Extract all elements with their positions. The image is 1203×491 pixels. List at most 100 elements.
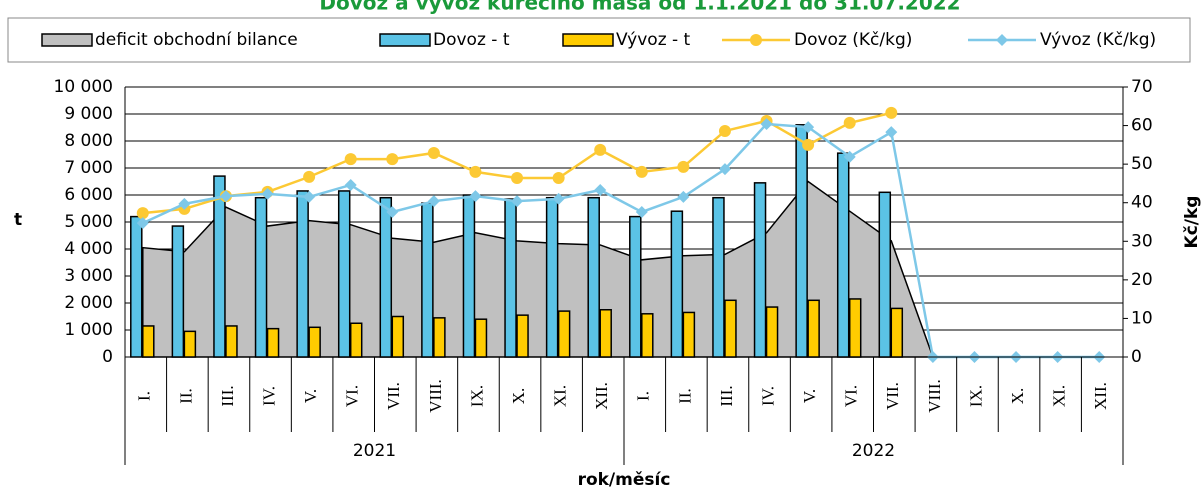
marker — [885, 126, 898, 139]
marker — [386, 205, 399, 218]
y-tick-label: 7 000 — [64, 158, 113, 178]
bar — [557, 310, 571, 358]
bar — [807, 299, 820, 358]
marker — [469, 165, 482, 178]
bar — [349, 322, 363, 358]
bar — [545, 196, 559, 358]
x-tick-label: VI. — [343, 385, 362, 407]
bar — [599, 309, 612, 358]
group-label: 2022 — [852, 441, 895, 461]
marker — [843, 116, 856, 129]
legend-swatch — [379, 33, 431, 47]
marker — [843, 150, 856, 163]
y-tick-label: 6 000 — [64, 185, 113, 205]
y2-tick-label: 0 — [1131, 347, 1142, 367]
bar — [682, 311, 696, 358]
marker — [718, 124, 731, 137]
x-tick-label: XI. — [551, 385, 570, 407]
x-tick-label: VIII. — [426, 379, 445, 413]
marker — [303, 170, 316, 183]
y-axis-label: t — [14, 210, 22, 230]
marker — [303, 190, 316, 203]
x-tick-label: V. — [301, 389, 320, 403]
bar — [670, 210, 684, 358]
x-tick-label: II. — [675, 388, 694, 404]
bar — [629, 215, 642, 358]
x-tick-label: II. — [176, 388, 195, 404]
bar — [171, 225, 185, 358]
x-tick-label: III. — [218, 385, 237, 406]
marker — [178, 197, 191, 210]
bar — [433, 317, 446, 358]
bar — [587, 196, 600, 358]
legend-marker — [750, 34, 762, 46]
bar — [254, 196, 268, 358]
bar — [795, 124, 808, 358]
marker — [427, 195, 440, 208]
x-tick-label: IX. — [966, 385, 985, 407]
bar — [848, 298, 862, 358]
x-tick-label: X. — [509, 388, 528, 405]
bar — [516, 314, 529, 358]
x-tick-label: XII. — [592, 382, 611, 410]
area — [142, 180, 1100, 358]
y-tick-label: 3 000 — [64, 266, 113, 286]
x-tick-label: IV. — [758, 386, 777, 406]
x-axis-label: rok/měsíc — [578, 470, 671, 490]
bar — [337, 190, 351, 358]
group-label: 2021 — [353, 441, 396, 461]
bar — [765, 306, 779, 358]
y2-tick-label: 30 — [1131, 231, 1153, 251]
marker — [261, 187, 274, 200]
bar — [504, 198, 517, 358]
x-tick-label: VIII. — [925, 379, 944, 413]
bar — [142, 325, 155, 358]
x-tick-label: IV. — [259, 386, 278, 406]
marker — [552, 192, 565, 205]
bar — [225, 325, 238, 358]
bar — [296, 190, 309, 358]
x-tick-label: VII. — [883, 382, 902, 410]
legend-swatch — [41, 33, 93, 47]
chart-title: Dovoz a vývoz kuřecího masa od 1.1.2021 … — [319, 0, 960, 15]
bar — [724, 299, 737, 358]
marker — [885, 106, 898, 119]
bar — [379, 196, 393, 358]
marker — [219, 190, 232, 203]
legend-label: deficit obchodní bilance — [95, 30, 298, 50]
y2-tick-label: 40 — [1131, 193, 1153, 213]
marker — [511, 172, 524, 185]
y-tick-label: 10 000 — [54, 77, 113, 97]
x-tick-label: V. — [800, 389, 819, 403]
marker — [802, 138, 815, 151]
y-tick-label: 4 000 — [64, 239, 113, 259]
bar — [308, 326, 321, 358]
legend-label: Dovoz (Kč/kg) — [794, 30, 912, 50]
marker — [511, 195, 524, 208]
bar — [712, 196, 725, 358]
legend-marker — [996, 34, 1008, 46]
y2-tick-label: 50 — [1131, 154, 1153, 174]
bar — [890, 307, 904, 358]
x-tick-label: VII. — [384, 382, 403, 410]
marker — [344, 153, 357, 166]
legend-swatch — [562, 33, 614, 47]
marker — [427, 146, 440, 159]
bar — [641, 313, 654, 358]
marker — [136, 207, 149, 220]
y2-tick-label: 70 — [1131, 77, 1153, 97]
y2-tick-label: 10 — [1131, 308, 1153, 328]
x-tick-label: X. — [1008, 388, 1027, 405]
x-tick-label: XII. — [1091, 382, 1110, 410]
legend-label: Vývoz (Kč/kg) — [1040, 30, 1156, 50]
y2-tick-label: 20 — [1131, 270, 1153, 290]
marker — [594, 183, 607, 196]
marker — [802, 121, 815, 134]
marker — [386, 153, 399, 166]
x-tick-label: VI. — [842, 385, 861, 407]
x-tick-label: III. — [717, 385, 736, 406]
bar — [391, 315, 405, 358]
marker — [344, 178, 357, 191]
bar — [462, 194, 476, 358]
x-tick-label: IX. — [467, 385, 486, 407]
